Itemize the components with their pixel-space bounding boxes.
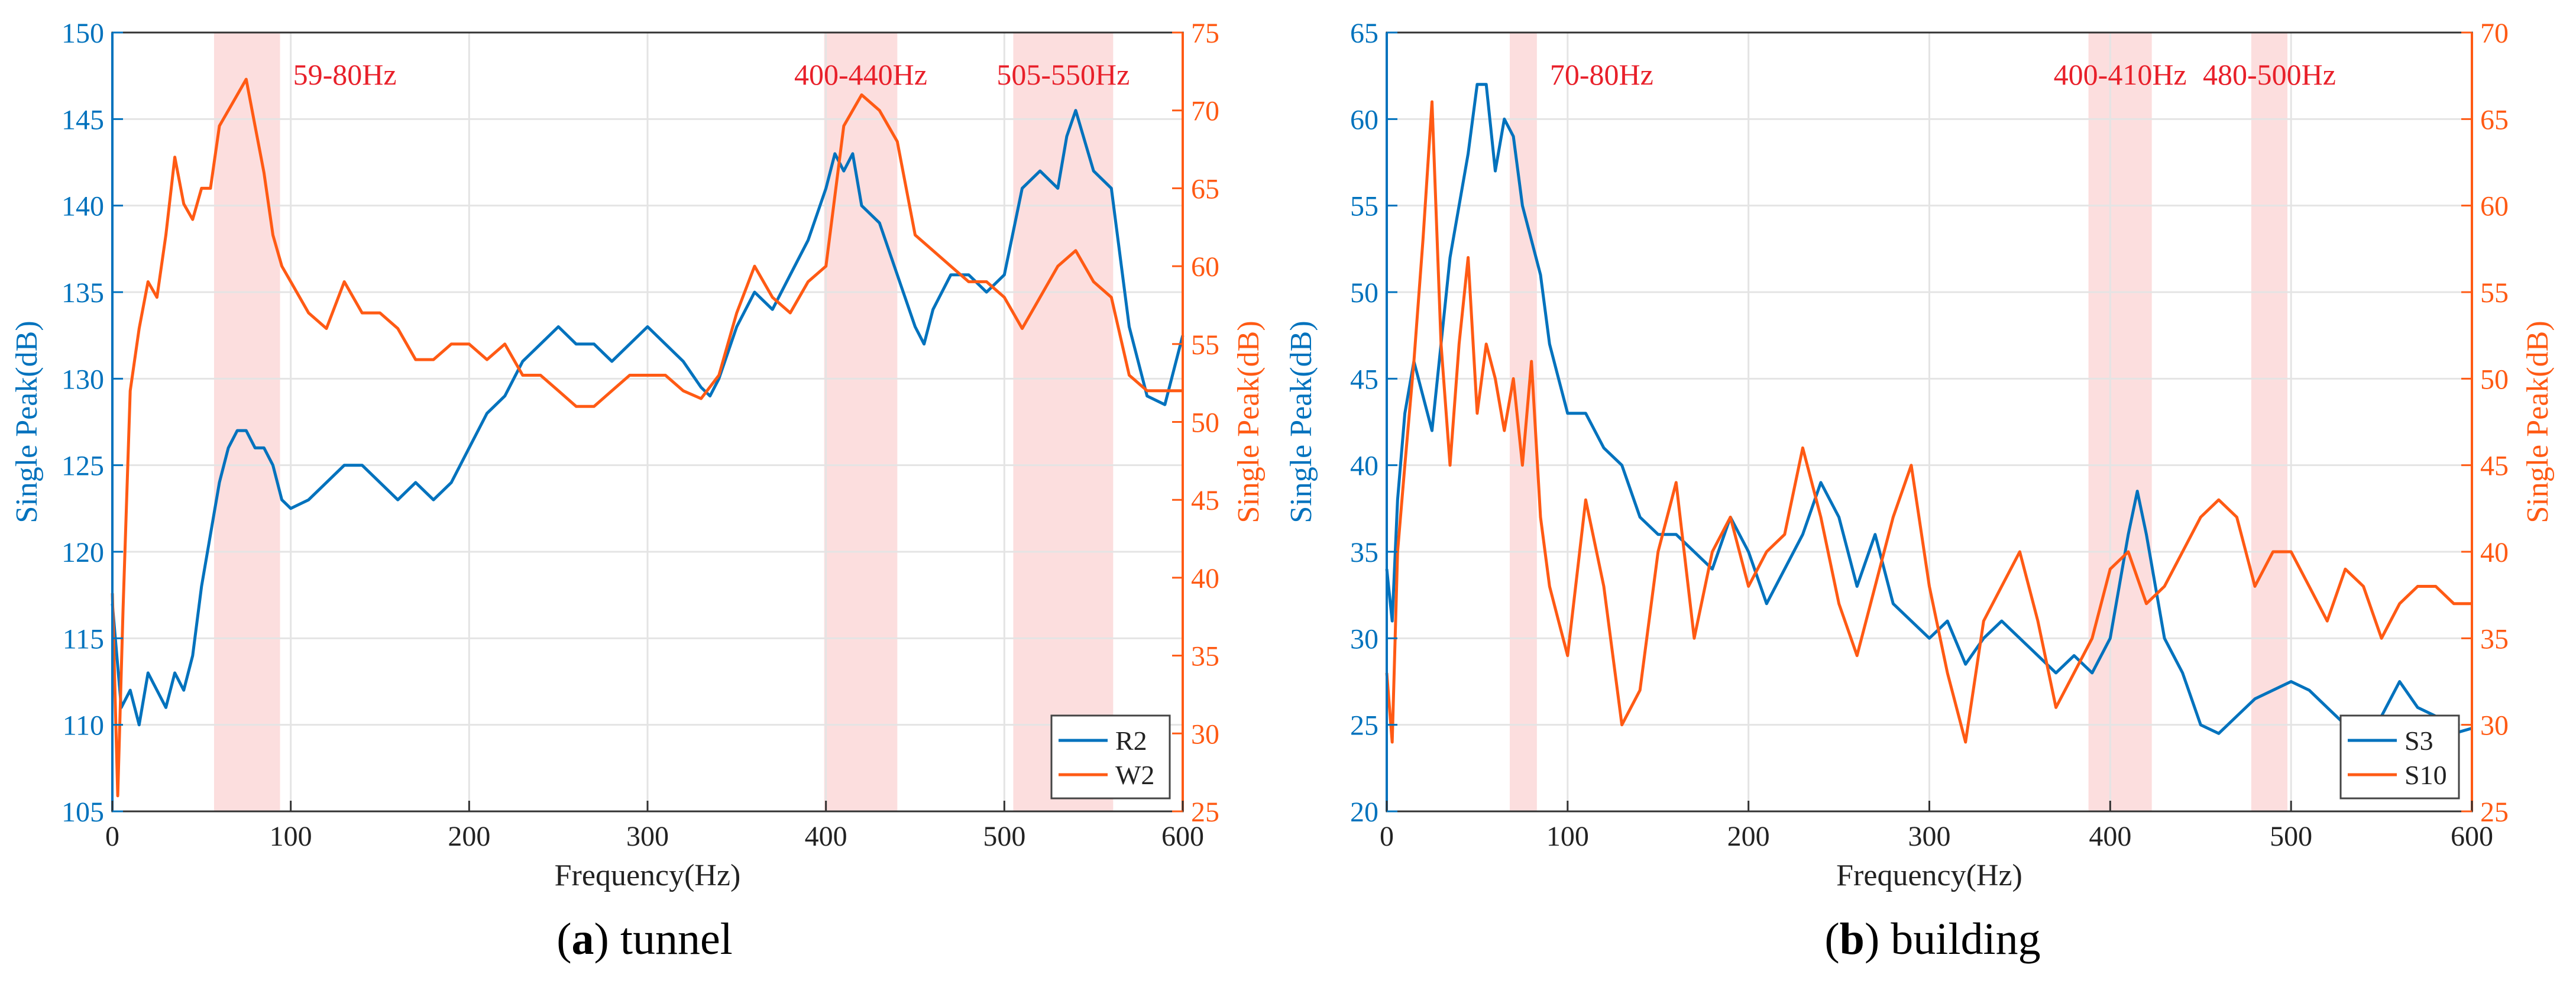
series-line-W2	[111, 77, 1183, 798]
legend-label-S10: S10	[2405, 760, 2447, 790]
y-axis-label-left-a: Single Peak(dB)	[10, 321, 44, 523]
y-right-tick-label-b-8: 65	[2480, 104, 2509, 135]
y-left-tick-label-b-9: 65	[1350, 18, 1378, 49]
band-b-2	[2251, 33, 2288, 811]
y-right-tick-label-b-5: 50	[2480, 364, 2509, 395]
y-left-tick-label-a-9: 150	[62, 18, 104, 49]
y-right-tick-label-a-9: 70	[1191, 96, 1219, 127]
y-axis-label-right-a: Single Peak(dB)	[1232, 321, 1266, 523]
series-line-S3	[1385, 83, 2473, 735]
y-axis-label-left-b: Single Peak(dB)	[1284, 321, 1318, 523]
legend-label-R2: R2	[1115, 726, 1147, 756]
series-line-S10	[1385, 100, 2472, 744]
y-left-tick-label-a-0: 105	[62, 797, 104, 828]
y-left-tick-label-b-6: 50	[1350, 277, 1378, 309]
y-left-tick-label-b-5: 45	[1350, 364, 1378, 395]
y-right-tick-label-b-1: 30	[2480, 710, 2509, 742]
legend-label-W2: W2	[1115, 760, 1154, 790]
y-left-tick-label-b-1: 25	[1350, 710, 1378, 742]
x-axis-label-a: Frequency(Hz)	[555, 859, 741, 892]
caption-b: (b) building	[1824, 914, 2041, 964]
band-label-b-1: 400-410Hz	[2054, 58, 2187, 91]
y-right-tick-label-b-6: 55	[2480, 277, 2509, 309]
y-right-tick-label-a-1: 30	[1191, 719, 1219, 750]
band-label-b-0: 70-80Hz	[1550, 58, 1653, 91]
x-tick-label-a-4: 400	[805, 821, 847, 852]
y-right-tick-label-a-8: 65	[1191, 173, 1219, 205]
y-left-tick-label-b-8: 60	[1350, 104, 1378, 135]
x-tick-label-b-2: 200	[1727, 821, 1770, 852]
y-left-tick-label-a-4: 125	[62, 451, 104, 482]
y-right-tick-label-a-6: 55	[1191, 329, 1219, 361]
y-right-tick-label-b-2: 35	[2480, 623, 2509, 655]
band-label-a-2: 505-550Hz	[996, 58, 1130, 91]
y-left-tick-label-b-7: 55	[1350, 191, 1378, 222]
y-axis-label-right-b: Single Peak(dB)	[2521, 321, 2555, 523]
x-tick-label-a-0: 0	[105, 821, 119, 852]
y-left-tick-label-b-0: 20	[1350, 797, 1378, 828]
caption-b-letter: b	[1839, 914, 1865, 964]
y-left-tick-label-a-1: 110	[63, 710, 104, 742]
x-tick-label-a-1: 100	[270, 821, 312, 852]
y-right-tick-label-a-7: 60	[1191, 251, 1219, 283]
y-right-tick-label-a-5: 50	[1191, 407, 1219, 439]
y-left-tick-label-a-3: 120	[62, 537, 104, 568]
band-label-a-0: 59-80Hz	[293, 58, 397, 91]
y-left-tick-label-a-6: 135	[62, 277, 104, 309]
y-right-tick-label-b-4: 45	[2480, 451, 2509, 482]
y-right-tick-label-b-3: 40	[2480, 537, 2509, 568]
chart-panel-a: 59-80Hz 400-440Hz 505-550Hz 0 100 200 300 400 50…	[10, 18, 1266, 892]
x-tick-label-b-1: 100	[1546, 821, 1589, 852]
y-left-tick-label-a-2: 115	[63, 623, 104, 655]
y-right-tick-label-a-2: 35	[1191, 641, 1219, 672]
y-right-tick-label-b-7: 60	[2480, 191, 2509, 222]
band-label-b-2: 480-500Hz	[2203, 58, 2336, 91]
x-tick-label-a-3: 300	[626, 821, 669, 852]
y-right-tick-label-a-0: 25	[1191, 797, 1219, 828]
y-right-tick-label-b-9: 70	[2480, 18, 2509, 49]
y-left-tick-label-a-8: 145	[62, 104, 104, 135]
y-right-tick-label-a-4: 45	[1191, 485, 1219, 516]
x-tick-label-a-5: 500	[983, 821, 1025, 852]
caption-b-text: building	[1879, 914, 2041, 964]
caption-a-text: tunnel	[609, 914, 733, 964]
x-tick-label-b-6: 600	[2451, 821, 2493, 852]
y-left-tick-label-b-4: 40	[1350, 451, 1378, 482]
x-tick-label-b-5: 500	[2270, 821, 2312, 852]
band-a-0	[213, 33, 280, 811]
band-b-1	[2088, 33, 2152, 811]
x-axis-label-b: Frequency(Hz)	[1836, 859, 2022, 892]
legend-box-b	[2339, 714, 2460, 800]
y-right-tick-label-a-10: 75	[1191, 18, 1219, 49]
y-left-tick-label-b-3: 35	[1350, 537, 1378, 568]
y-left-tick-label-a-7: 140	[62, 191, 104, 222]
y-left-tick-label-a-5: 130	[62, 364, 104, 395]
x-tick-label-a-6: 600	[1161, 821, 1204, 852]
x-tick-label-b-4: 400	[2089, 821, 2131, 852]
series-line-R2	[111, 109, 1185, 727]
band-b-0	[1509, 33, 1537, 811]
y-right-tick-label-b-0: 25	[2480, 797, 2509, 828]
x-tick-label-b-3: 300	[1908, 821, 1951, 852]
legend-box-a	[1050, 714, 1171, 800]
band-a-1	[824, 33, 898, 811]
caption-a-letter: a	[571, 914, 594, 964]
x-tick-label-b-0: 0	[1380, 821, 1394, 852]
legend-label-S3: S3	[2405, 726, 2433, 756]
y-right-tick-label-a-3: 40	[1191, 563, 1219, 594]
band-label-a-1: 400-440Hz	[794, 58, 927, 91]
y-left-tick-label-b-2: 30	[1350, 623, 1378, 655]
caption-a: (a) tunnel	[556, 914, 733, 964]
x-tick-label-a-2: 200	[448, 821, 490, 852]
chart-panel-b: 70-80Hz 400-410Hz 480-500Hz 0 100 200 300 400 50…	[1284, 18, 2555, 892]
